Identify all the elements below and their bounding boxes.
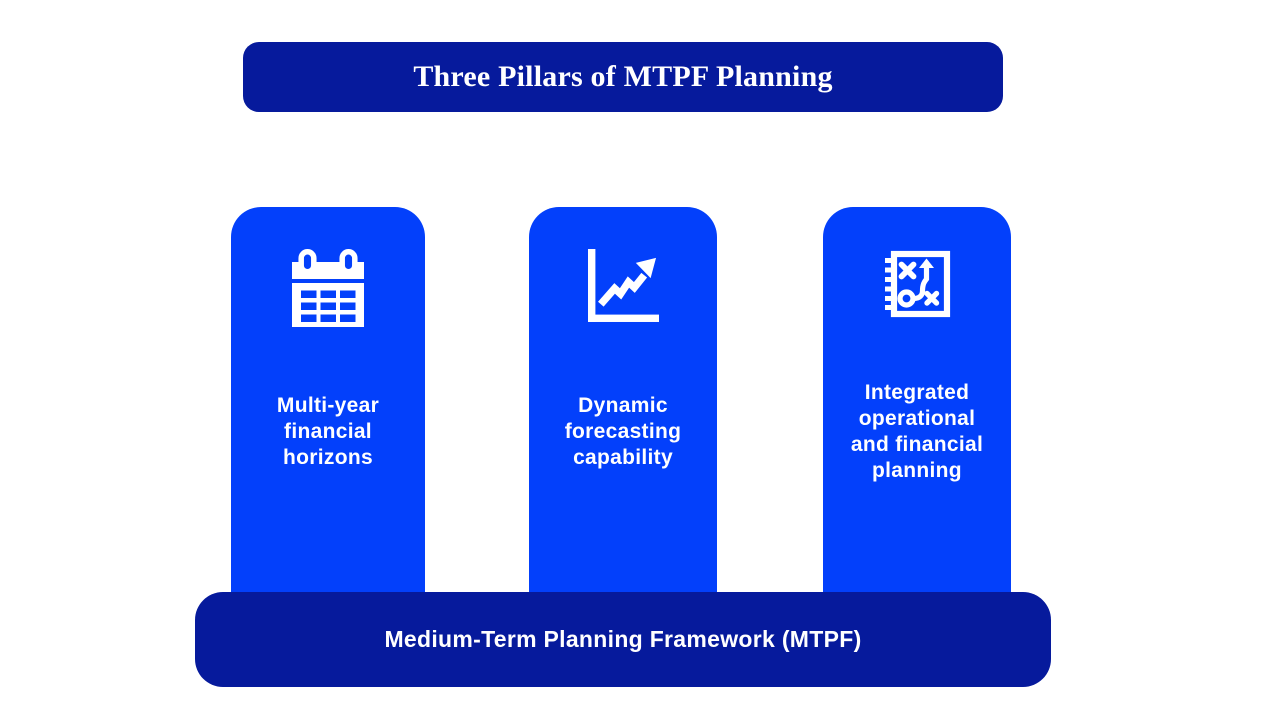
pillar-label: Integrated operational and financial pla… [850,381,984,482]
strategy-icon [823,249,1011,319]
line-chart-icon [529,249,717,322]
pillar-integrated-planning: Integrated operational and financial pla… [823,207,1011,592]
pillar-label: Multi-year financial horizons [276,394,380,469]
pillar-dynamic-forecasting: Dynamic forecasting capability [529,207,717,592]
calendar-icon [231,249,425,327]
title-banner: Three Pillars of MTPF Planning [243,42,1003,112]
pillar-label: Dynamic forecasting capability [564,394,682,469]
footer-banner: Medium-Term Planning Framework (MTPF) [195,592,1051,687]
pillar-multi-year-horizons: Multi-year financial horizons [231,207,425,592]
footer-text: Medium-Term Planning Framework (MTPF) [384,626,862,652]
title-text: Three Pillars of MTPF Planning [413,60,833,93]
